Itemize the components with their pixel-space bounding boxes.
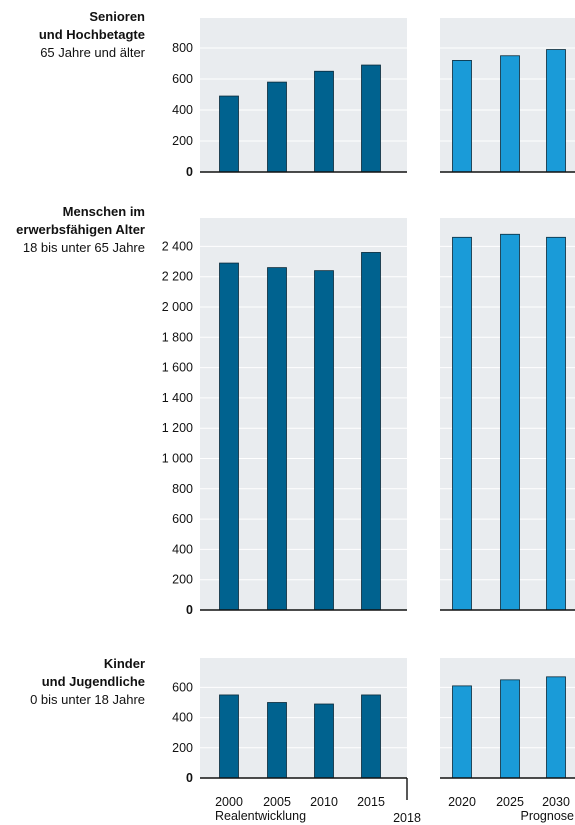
bar-2010	[314, 703, 334, 779]
y-tick-label: 1 600	[162, 361, 193, 375]
y-tick-label: 400	[172, 711, 193, 725]
y-tick-label: 200	[172, 573, 193, 587]
x-tick-label: 2020	[448, 795, 476, 809]
bar-2015	[361, 64, 381, 173]
chart-panel-1: 0 200 400 600 800 1 000 1 200 1 400 1 600 1 800 2 …	[162, 218, 575, 617]
chart-panel-0: 0 200 400 600 800	[172, 18, 575, 179]
bar-2020	[452, 685, 472, 779]
bar-2025	[500, 233, 520, 611]
y-tick-label: 800	[172, 41, 193, 55]
bar-2010	[314, 270, 334, 611]
bar-2000	[219, 95, 239, 173]
bar-2005	[267, 702, 287, 779]
panel-title: Senioren	[89, 9, 145, 24]
y-tick-label: 400	[172, 103, 193, 117]
panel-label-senioren: Senioren und Hochbetagte 65 Jahre und äl…	[5, 8, 145, 62]
x-tick-label: 2015	[357, 795, 385, 809]
bar-2015	[361, 694, 381, 779]
y-tick-label: 1 800	[162, 330, 193, 344]
bar-2015	[361, 252, 381, 611]
panel-title-line2: und Jugendliche	[41, 674, 145, 689]
panel-label-erwerbsfaehige: Menschen im erwerbsfähigen Alter 18 bis …	[5, 203, 145, 257]
x-tick-label: 2025	[496, 795, 524, 809]
panel-title: Menschen im	[62, 204, 145, 219]
y-tick-label: 1 200	[162, 421, 193, 435]
y-tick-label: 800	[172, 482, 193, 496]
y-tick-label: 2 000	[162, 300, 193, 314]
bar-2030	[546, 236, 566, 611]
bar-2020	[452, 60, 472, 173]
panel-label-kinder: Kinder und Jugendliche 0 bis unter 18 Ja…	[5, 655, 145, 709]
y-tick-label: 400	[172, 542, 193, 556]
y-tick-label: 200	[172, 134, 193, 148]
panel-title-line2: erwerbsfähigen Alter	[16, 222, 145, 237]
panel-title: Kinder	[103, 656, 145, 671]
bar-2005	[267, 81, 287, 173]
bar-2000	[219, 262, 239, 611]
year-2018-label: 2018	[393, 811, 421, 825]
bar-2020	[452, 236, 472, 611]
y-tick-label: 1 400	[162, 391, 193, 405]
bar-2030	[546, 49, 566, 173]
bar-2030	[546, 676, 566, 779]
x-tick-label: 2005	[263, 795, 291, 809]
prognose-label: Prognose	[520, 809, 574, 823]
x-tick-label: 2010	[310, 795, 338, 809]
panel-title-line2: und Hochbetagte	[38, 27, 145, 42]
y-tick-label: 600	[172, 680, 193, 694]
y-tick-label: 0	[186, 165, 193, 179]
y-tick-label: 0	[186, 771, 193, 785]
bar-2010	[314, 70, 334, 173]
y-tick-label: 2 200	[162, 270, 193, 284]
y-tick-label: 600	[172, 72, 193, 86]
y-tick-label: 2 400	[162, 239, 193, 253]
bar-2000	[219, 694, 239, 779]
y-tick-label: 0	[186, 603, 193, 617]
chart-panel-2: 0 200 400 600	[172, 658, 575, 785]
realentwicklung-label: Realentwicklung	[215, 809, 306, 823]
x-tick-label: 2030	[542, 795, 570, 809]
panel-subtitle: 65 Jahre und älter	[40, 45, 145, 60]
y-tick-label: 600	[172, 512, 193, 526]
panel-subtitle: 0 bis unter 18 Jahre	[30, 692, 145, 707]
panel-subtitle: 18 bis unter 65 Jahre	[22, 240, 145, 255]
bar-2005	[267, 267, 287, 611]
bar-2025	[500, 55, 520, 173]
x-tick-label: 2000	[215, 795, 243, 809]
y-tick-label: 1 000	[162, 452, 193, 466]
y-tick-label: 200	[172, 741, 193, 755]
bar-2025	[500, 679, 520, 779]
